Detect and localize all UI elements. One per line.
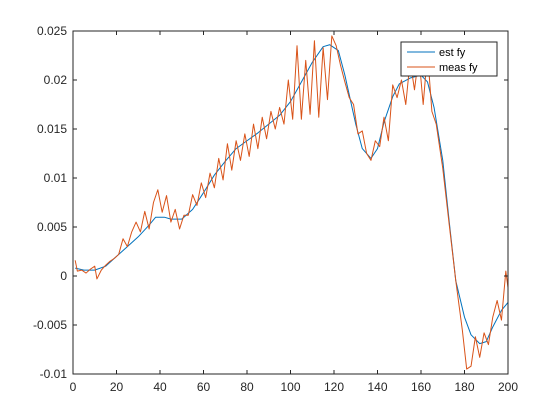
x-tick-label: 20	[110, 380, 124, 394]
x-tick-label: 40	[153, 380, 167, 394]
axes-box	[72, 30, 509, 375]
y-tick-label: -0.005	[33, 318, 67, 332]
x-tick-label: 100	[280, 380, 300, 394]
series-line-est-fy	[75, 44, 508, 345]
legend-box	[400, 41, 498, 77]
y-tick-label: 0.01	[44, 171, 68, 185]
x-tick-label: 0	[70, 380, 77, 394]
y-tick-label: 0.005	[37, 220, 67, 234]
x-tick-label: 60	[197, 380, 211, 394]
x-tick-label: 180	[454, 380, 474, 394]
x-tick-label: 80	[240, 380, 254, 394]
y-tick-label: 0.02	[44, 73, 68, 87]
series-layer	[74, 35, 508, 370]
y-tick-label: 0.015	[37, 122, 67, 136]
legend-label: meas fy	[439, 62, 478, 74]
y-tick-label: -0.01	[40, 367, 68, 381]
legend-label: est fy	[439, 47, 466, 59]
x-tick-label: 200	[498, 380, 518, 394]
legend: est fy meas fy	[400, 41, 498, 77]
y-tick-label: 0.025	[37, 24, 67, 38]
series-line-meas-fy	[74, 35, 508, 370]
x-tick-label: 160	[411, 380, 431, 394]
x-tick-label: 140	[367, 380, 387, 394]
y-tick-label: 0	[60, 269, 67, 283]
tick-layer: 0 20 40 60 80 100 120 140 160 180 200 -0.01 -0.005 0 0…	[33, 24, 518, 394]
x-tick-label: 120	[324, 380, 344, 394]
